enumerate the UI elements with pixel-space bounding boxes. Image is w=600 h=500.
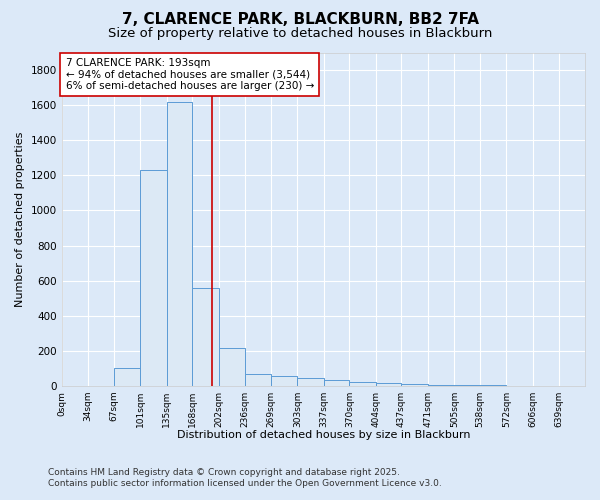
Text: Contains HM Land Registry data © Crown copyright and database right 2025.
Contai: Contains HM Land Registry data © Crown c… — [48, 468, 442, 487]
Bar — [219, 348, 245, 386]
Bar — [140, 170, 167, 386]
Bar — [271, 376, 297, 386]
Bar — [349, 382, 376, 386]
Bar — [193, 288, 219, 386]
Bar — [324, 380, 349, 386]
Bar — [401, 384, 428, 386]
Text: 7 CLARENCE PARK: 193sqm
← 94% of detached houses are smaller (3,544)
6% of semi-: 7 CLARENCE PARK: 193sqm ← 94% of detache… — [65, 58, 314, 91]
Bar — [167, 102, 193, 386]
Bar — [428, 384, 454, 386]
Bar — [454, 385, 480, 386]
Text: Size of property relative to detached houses in Blackburn: Size of property relative to detached ho… — [108, 28, 492, 40]
Y-axis label: Number of detached properties: Number of detached properties — [15, 132, 25, 307]
Bar — [297, 378, 324, 386]
Bar — [114, 368, 140, 386]
Bar — [376, 384, 401, 386]
X-axis label: Distribution of detached houses by size in Blackburn: Distribution of detached houses by size … — [176, 430, 470, 440]
Text: 7, CLARENCE PARK, BLACKBURN, BB2 7FA: 7, CLARENCE PARK, BLACKBURN, BB2 7FA — [121, 12, 479, 28]
Bar — [245, 374, 271, 386]
